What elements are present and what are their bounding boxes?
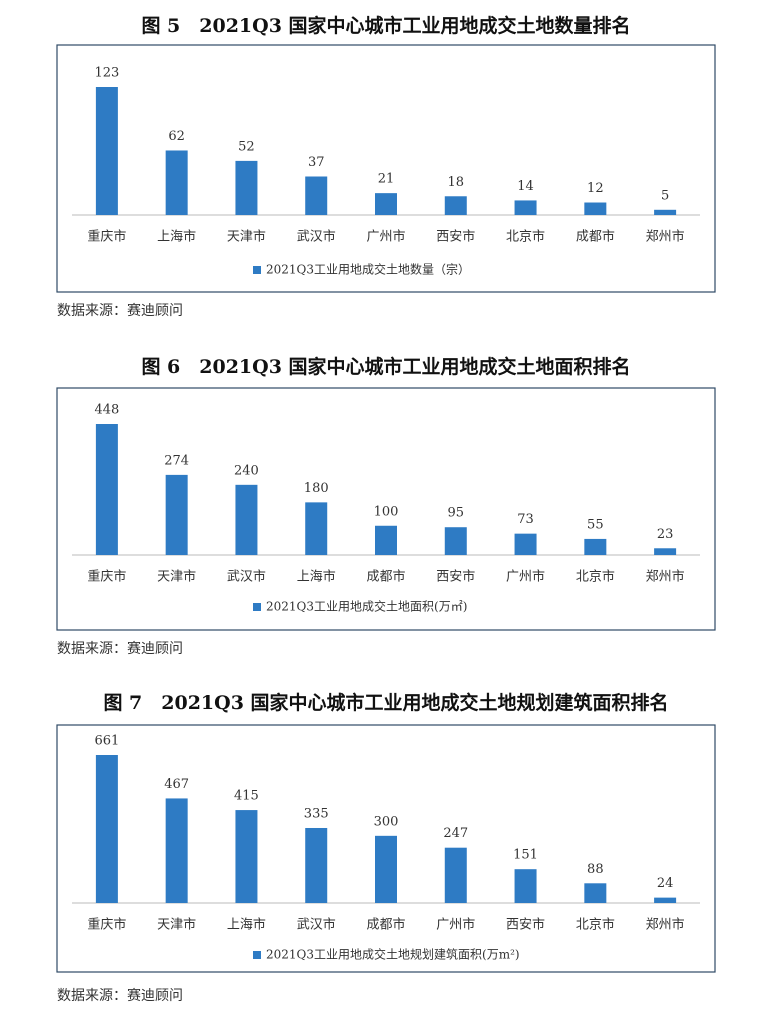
bar (235, 484, 258, 555)
value-label: 5 (661, 188, 669, 203)
value-label: 274 (164, 453, 189, 468)
x-tick-label: 武汉市 (227, 569, 266, 585)
bar (514, 533, 537, 555)
x-tick-label: 广州市 (506, 569, 545, 585)
x-tick-label: 郑州市 (646, 569, 685, 585)
x-tick-label: 天津市 (157, 569, 196, 585)
x-tick-label: 成都市 (576, 229, 615, 245)
legend-label: 2021Q3工业用地成交土地面积(万㎡) (266, 599, 467, 614)
bar (444, 847, 467, 903)
value-label: 62 (168, 129, 185, 144)
source-note: 数据来源：赛迪顾问 (57, 641, 183, 657)
bar (584, 538, 607, 555)
legend-swatch (253, 603, 261, 611)
x-tick-label: 郑州市 (646, 917, 685, 933)
bar (95, 87, 118, 215)
x-tick-label: 郑州市 (646, 229, 685, 245)
x-tick-label: 重庆市 (87, 229, 126, 245)
source-note: 数据来源：赛迪顾问 (57, 303, 183, 319)
bar (444, 527, 467, 555)
bar (654, 209, 677, 215)
x-tick-label: 北京市 (576, 917, 615, 933)
x-tick-label: 西安市 (436, 229, 475, 245)
bar (95, 424, 118, 555)
bar (235, 160, 258, 215)
x-tick-label: 北京市 (506, 229, 545, 245)
x-tick-label: 重庆市 (87, 917, 126, 933)
value-label: 467 (164, 777, 189, 792)
x-tick-label: 上海市 (157, 229, 196, 245)
value-label: 240 (234, 463, 259, 478)
x-tick-label: 西安市 (506, 917, 545, 933)
bar (375, 525, 397, 555)
x-tick-label: 西安市 (436, 569, 475, 585)
value-label: 88 (587, 862, 604, 877)
chart-frame (56, 387, 716, 631)
bar (165, 798, 188, 903)
bar (165, 150, 188, 215)
value-label: 52 (238, 139, 255, 154)
value-label: 123 (94, 66, 119, 81)
value-label: 661 (94, 734, 119, 749)
value-label: 100 (374, 504, 399, 519)
value-label: 448 (94, 403, 119, 418)
source-note: 数据来源：赛迪顾问 (57, 988, 183, 1004)
bar (305, 176, 328, 215)
bar (584, 883, 607, 903)
x-tick-label: 重庆市 (87, 569, 126, 585)
bar (235, 810, 258, 903)
legend-swatch (253, 951, 261, 959)
bar (584, 202, 607, 215)
legend-label: 2021Q3工业用地成交土地数量（宗） (266, 262, 470, 277)
chart-frame (56, 44, 716, 293)
x-tick-label: 广州市 (436, 917, 475, 933)
x-tick-label: 成都市 (366, 569, 405, 585)
value-label: 180 (304, 481, 329, 496)
value-label: 247 (443, 826, 468, 841)
x-tick-label: 北京市 (576, 569, 615, 585)
x-tick-label: 上海市 (297, 569, 336, 585)
value-label: 18 (448, 175, 465, 190)
x-tick-label: 成都市 (366, 917, 405, 933)
bar (514, 869, 537, 903)
bar (305, 827, 328, 903)
x-tick-label: 武汉市 (297, 229, 336, 245)
value-label: 24 (657, 876, 674, 891)
x-tick-label: 天津市 (227, 229, 266, 245)
value-label: 151 (513, 848, 538, 863)
bar (95, 755, 118, 903)
value-label: 14 (517, 179, 534, 194)
bar (165, 474, 188, 555)
value-label: 21 (378, 172, 395, 187)
bar (305, 502, 328, 555)
x-tick-label: 广州市 (366, 229, 405, 245)
bar (375, 835, 397, 903)
chart-title: 图 7 2021Q3 国家中心城市工业用地成交土地规划建筑面积排名 (103, 691, 668, 714)
x-tick-label: 天津市 (157, 917, 196, 933)
chart-title: 图 6 2021Q3 国家中心城市工业用地成交土地面积排名 (141, 355, 630, 378)
value-label: 335 (304, 806, 329, 821)
value-label: 95 (448, 506, 465, 521)
value-label: 300 (374, 814, 399, 829)
value-label: 37 (308, 155, 325, 170)
x-tick-label: 上海市 (227, 917, 266, 933)
bar (654, 548, 677, 555)
value-label: 55 (587, 517, 604, 532)
legend-label: 2021Q3工业用地成交土地规划建筑面积(万m²) (266, 947, 520, 962)
bar (514, 200, 537, 215)
bar (654, 897, 677, 903)
value-label: 12 (587, 181, 604, 196)
value-label: 23 (657, 527, 674, 542)
value-label: 415 (234, 789, 259, 804)
bar (444, 196, 467, 215)
bar (375, 193, 397, 215)
legend-swatch (253, 266, 261, 274)
chart-frame (56, 724, 716, 973)
x-tick-label: 武汉市 (297, 917, 336, 933)
chart-title: 图 5 2021Q3 国家中心城市工业用地成交土地数量排名 (141, 14, 630, 37)
value-label: 73 (517, 512, 534, 527)
